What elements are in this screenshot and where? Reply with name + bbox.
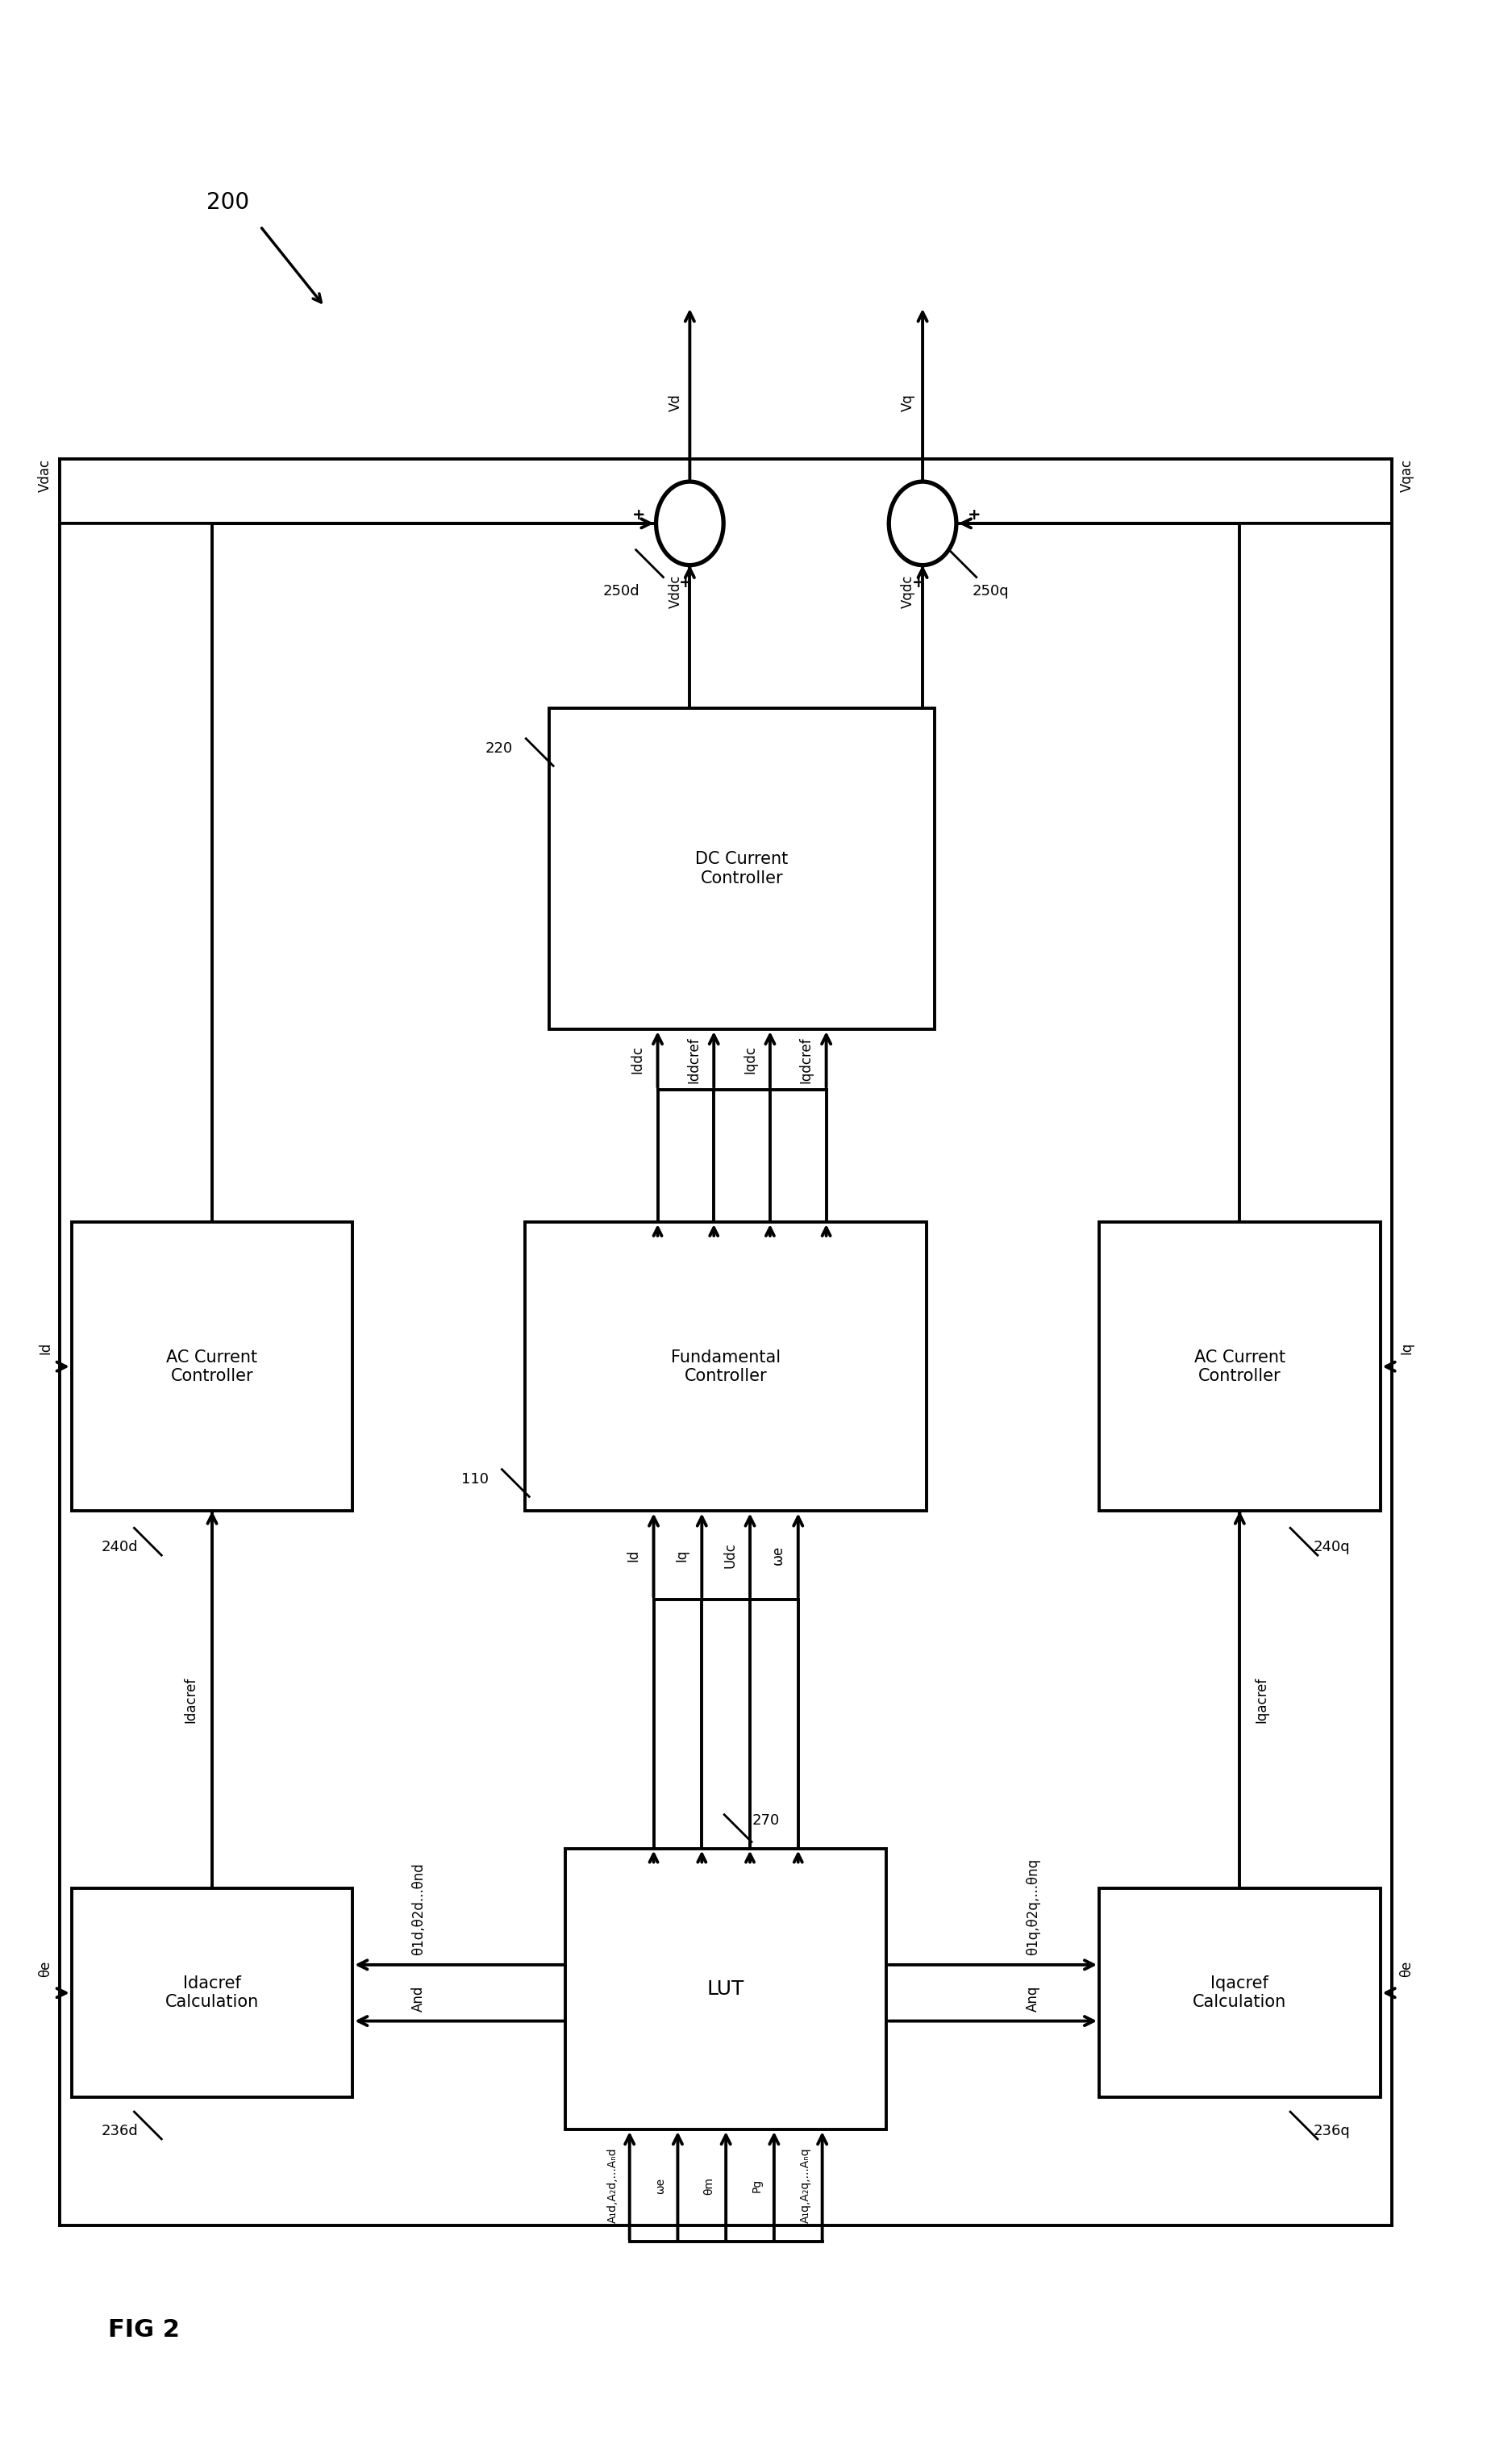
Text: 240q: 240q <box>1314 1540 1350 1554</box>
Text: θm: θm <box>703 2176 715 2194</box>
FancyBboxPatch shape <box>549 708 934 1030</box>
Text: AC Current
Controller: AC Current Controller <box>166 1349 257 1383</box>
Text: Udc: Udc <box>723 1542 738 1569</box>
Text: Iq: Iq <box>1400 1342 1414 1354</box>
FancyBboxPatch shape <box>565 1850 886 2130</box>
Text: +: + <box>679 576 692 590</box>
Text: 200: 200 <box>207 190 249 212</box>
Text: θ1q,θ2q,...θnq: θ1q,θ2q,...θnq <box>1025 1859 1040 1954</box>
Text: θ1d,θ2d...θnd: θ1d,θ2d...θnd <box>411 1862 426 1954</box>
FancyBboxPatch shape <box>1099 1222 1380 1510</box>
Text: Anq: Anq <box>1025 1986 1040 2011</box>
Text: Iq: Iq <box>674 1549 689 1562</box>
Text: Vd: Vd <box>668 395 682 412</box>
Text: Vddc: Vddc <box>668 576 682 608</box>
Text: ωe: ωe <box>771 1545 785 1564</box>
FancyBboxPatch shape <box>71 1889 352 2098</box>
FancyBboxPatch shape <box>525 1222 927 1510</box>
Text: Iqacref
Calculation: Iqacref Calculation <box>1193 1976 1287 2011</box>
Text: Iqdc: Iqdc <box>742 1047 758 1074</box>
Text: 240d: 240d <box>101 1540 138 1554</box>
Text: Iqacref: Iqacref <box>1253 1676 1269 1723</box>
Text: 250q: 250q <box>972 583 1009 598</box>
Text: A₁q,A₂q,...Aₙq: A₁q,A₂q,...Aₙq <box>800 2147 810 2223</box>
Text: 236d: 236d <box>101 2123 138 2137</box>
Text: Idacref
Calculation: Idacref Calculation <box>165 1976 259 2011</box>
Text: Fundamental
Controller: Fundamental Controller <box>671 1349 780 1383</box>
Text: θe: θe <box>38 1959 53 1976</box>
Text: 250d: 250d <box>603 583 640 598</box>
Text: θe: θe <box>1400 1959 1414 1976</box>
Text: Vq: Vq <box>901 395 915 412</box>
Text: Vqdc: Vqdc <box>901 576 915 608</box>
FancyBboxPatch shape <box>1099 1889 1380 2098</box>
Text: Iqdcref: Iqdcref <box>798 1037 813 1083</box>
Text: Id: Id <box>626 1549 641 1562</box>
Text: A₁d,A₂d,...Aₙd: A₁d,A₂d,...Aₙd <box>606 2147 618 2223</box>
Text: ωe: ωe <box>655 2176 667 2194</box>
Text: Iddcref: Iddcref <box>686 1037 702 1083</box>
Text: Iddc: Iddc <box>631 1047 644 1074</box>
Text: Idacref: Idacref <box>183 1676 198 1723</box>
Text: 110: 110 <box>461 1471 488 1486</box>
Text: DC Current
Controller: DC Current Controller <box>696 852 788 886</box>
Text: 270: 270 <box>753 1813 780 1828</box>
Text: +: + <box>968 508 981 522</box>
FancyBboxPatch shape <box>71 1222 352 1510</box>
Text: Pg: Pg <box>751 2179 764 2194</box>
Text: LUT: LUT <box>708 1979 744 1998</box>
Text: 236q: 236q <box>1314 2123 1350 2137</box>
Text: +: + <box>632 508 646 522</box>
Text: FIG 2: FIG 2 <box>107 2318 180 2342</box>
Text: 220: 220 <box>485 742 513 756</box>
Text: AC Current
Controller: AC Current Controller <box>1194 1349 1285 1383</box>
Text: Vdac: Vdac <box>38 459 53 493</box>
Text: +: + <box>912 576 925 590</box>
Text: Vqac: Vqac <box>1400 459 1414 493</box>
Text: Id: Id <box>38 1342 53 1354</box>
Text: And: And <box>411 1986 426 2011</box>
